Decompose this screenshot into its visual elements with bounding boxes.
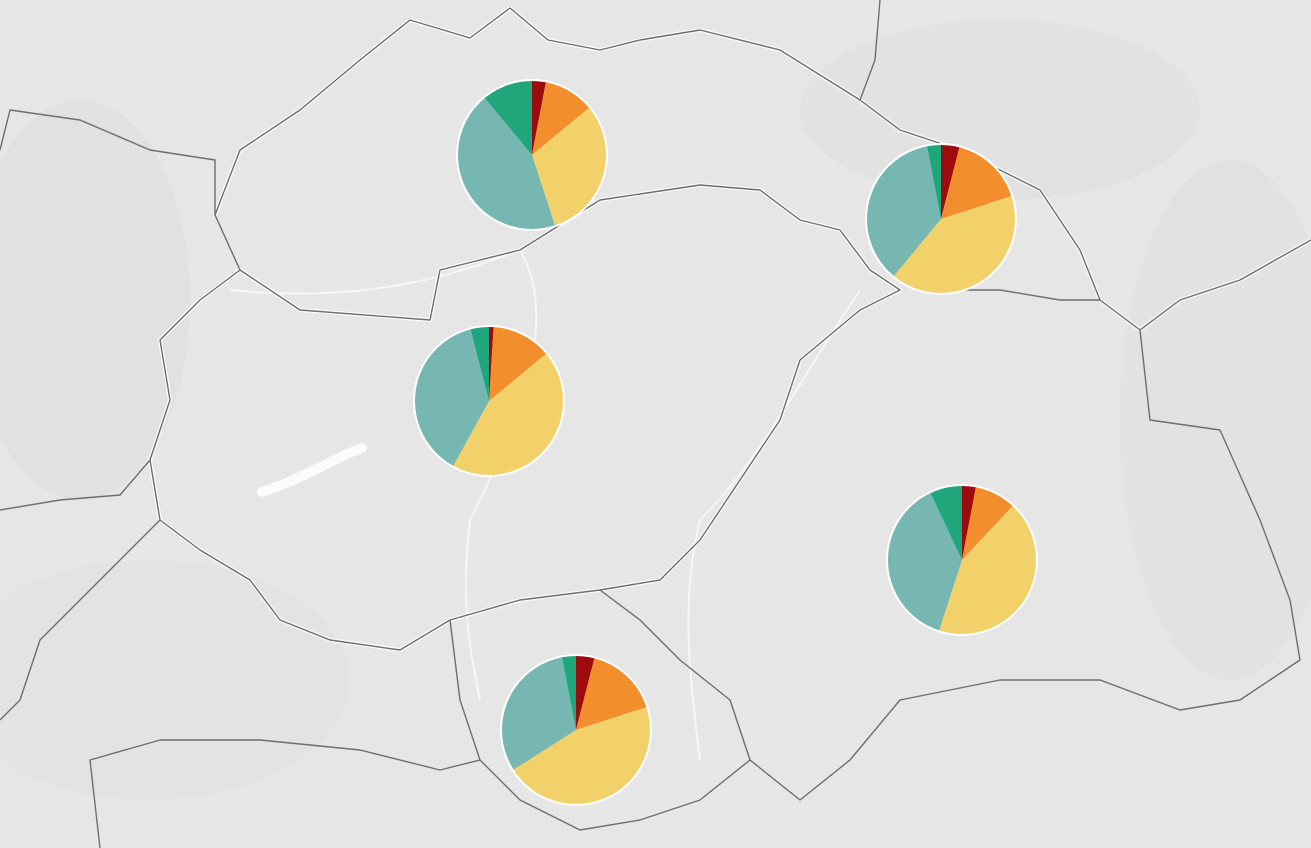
pie-slice [576, 655, 595, 730]
pie-outline [886, 484, 1038, 636]
pie-slice [414, 328, 489, 467]
pie-slice [887, 492, 962, 632]
pie-slice [512, 706, 651, 806]
pie-slice [532, 81, 590, 155]
pie-slice [489, 326, 494, 401]
pie-slice [962, 485, 977, 560]
pie-slice [926, 144, 941, 219]
pie-slice [457, 97, 556, 230]
pie-slice [532, 107, 607, 227]
pie-outline [865, 143, 1017, 295]
pie-slice [561, 655, 576, 730]
pie-slice [941, 144, 960, 219]
pie-chart [500, 654, 652, 806]
pie-outline [500, 654, 652, 806]
pie-slice [576, 657, 648, 730]
pie-slice [484, 80, 532, 155]
pie-slice [941, 146, 1013, 219]
pie-slice [893, 195, 1017, 295]
pie-chart [865, 143, 1017, 295]
pie-outline [456, 79, 608, 231]
pie-chart [886, 484, 1038, 636]
pie-slice [501, 656, 576, 771]
pie-outline [413, 325, 565, 477]
pie-slice [470, 326, 489, 401]
pie-slice [938, 505, 1037, 635]
pie-slice [452, 353, 564, 476]
pie-slice [962, 486, 1014, 560]
pie-slice [489, 326, 547, 401]
pie-chart [413, 325, 565, 477]
pie-chart [456, 79, 608, 231]
pie-slice [866, 145, 941, 277]
pie-slice [532, 80, 547, 155]
terrain [0, 20, 1311, 800]
pie-slice [930, 485, 962, 560]
pie-layer [413, 79, 1038, 806]
